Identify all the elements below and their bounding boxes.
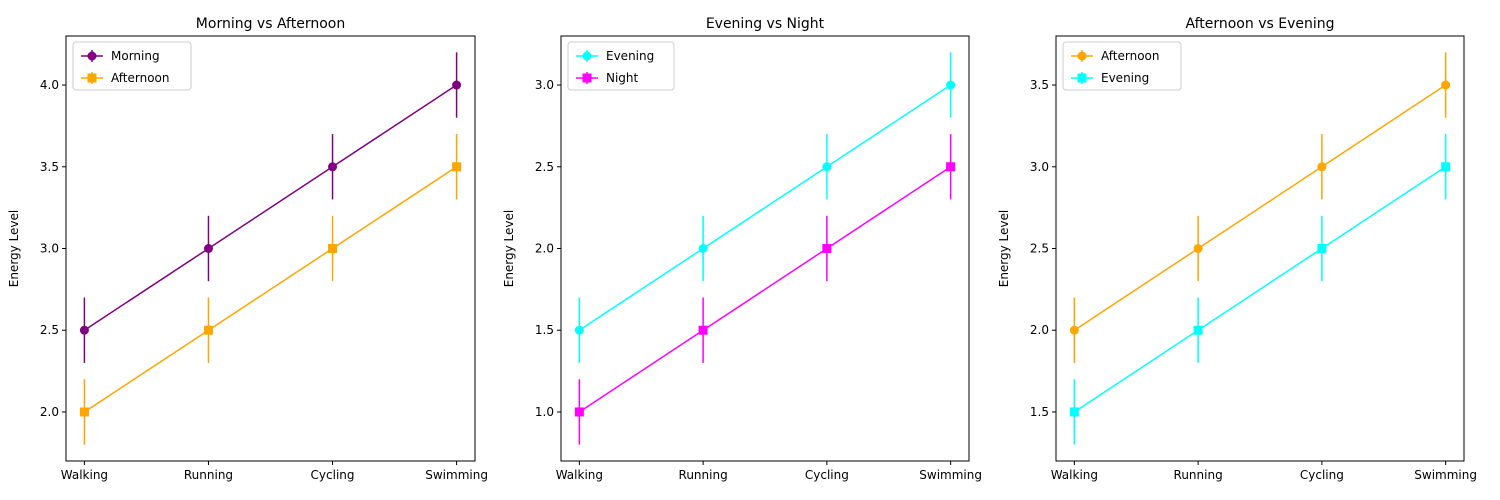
legend-label: Afternoon (111, 71, 170, 85)
x-tick-label: Swimming (425, 468, 488, 482)
data-point (452, 162, 462, 172)
series-evening (1069, 134, 1451, 445)
chart-title: Morning vs Afternoon (196, 16, 345, 32)
legend-label: Evening (606, 49, 654, 63)
legend: Evening Night (567, 41, 675, 91)
data-point (79, 407, 89, 417)
y-tick-label: 2.5 (40, 323, 59, 337)
y-tick-label: 2.0 (1030, 323, 1049, 337)
data-point (698, 244, 708, 253)
y-tick-label: 3.5 (1030, 78, 1049, 92)
data-point (946, 80, 956, 90)
y-axis-label: Energy Level (997, 210, 1011, 288)
y-tick-label: 3.0 (1030, 160, 1049, 174)
data-point (822, 244, 832, 253)
series-line (578, 166, 952, 413)
legend-label: Evening (1101, 71, 1149, 85)
y-tick-label: 2.5 (535, 160, 554, 174)
chart-title: Evening vs Night (706, 16, 825, 32)
series-line (83, 84, 458, 331)
axes-frame (65, 35, 476, 462)
x-tick-label: Running (1174, 468, 1223, 482)
data-point (822, 162, 832, 172)
legend-marker (1077, 51, 1087, 61)
legend-marker (1077, 73, 1087, 83)
y-tick-label: 1.5 (535, 323, 554, 337)
data-point (203, 244, 213, 253)
data-point (1193, 244, 1203, 253)
chart-panel-1: Morning vs Afternoon Energy Level 2.0 2.5 3.… (7, 16, 488, 482)
legend-marker (87, 51, 97, 61)
x-tick-label: Walking (1051, 468, 1098, 482)
x-tick-label: Cycling (311, 468, 355, 482)
legend: Afternoon Evening (1062, 41, 1182, 91)
series-line (83, 166, 458, 413)
y-tick-label: 1.5 (1030, 405, 1049, 419)
y-tick-label: 1.0 (535, 405, 554, 419)
x-tick-label: Walking (61, 468, 108, 482)
data-point (698, 325, 708, 335)
y-tick-label: 3.5 (40, 160, 59, 174)
series-line (578, 84, 952, 331)
y-tick-label: 2.5 (1030, 242, 1049, 256)
x-tick-label: Cycling (1300, 468, 1344, 482)
data-point (452, 80, 462, 90)
chart-panel-2: Evening vs Night Energy Level 1.0 1.5 2.0 2.5… (502, 16, 982, 482)
series-morning (79, 52, 462, 363)
legend-marker (87, 73, 97, 83)
x-tick-label: Running (679, 468, 728, 482)
series-line (1073, 166, 1447, 413)
x-tick-label: Cycling (805, 468, 849, 482)
data-point (574, 325, 584, 335)
data-point (946, 162, 956, 172)
axes-frame (1055, 35, 1465, 462)
data-point (203, 325, 213, 335)
data-point (1069, 325, 1079, 335)
chart-title: Afternoon vs Evening (1186, 16, 1335, 32)
chart-panel-3: Afternoon vs Evening Energy Level 1.5 2.0 2.… (997, 16, 1477, 482)
data-point (1193, 325, 1203, 335)
legend-label: Afternoon (1101, 49, 1160, 63)
legend-label: Night (606, 71, 639, 85)
legend-marker (582, 73, 592, 83)
series-afternoon (1069, 52, 1451, 363)
data-point (328, 162, 338, 172)
y-tick-label: 3.0 (535, 78, 554, 92)
data-point (1069, 407, 1079, 417)
axes-frame (560, 35, 970, 462)
y-tick-label: 3.0 (40, 242, 59, 256)
x-tick-label: Walking (556, 468, 603, 482)
legend: Morning Afternoon (72, 41, 192, 91)
y-axis-label: Energy Level (7, 210, 21, 288)
data-point (328, 244, 338, 253)
y-tick-label: 2.0 (535, 242, 554, 256)
series-evening (574, 52, 956, 363)
legend-marker (582, 51, 592, 61)
x-tick-label: Swimming (919, 468, 982, 482)
data-point (1441, 162, 1451, 172)
series-afternoon (79, 134, 462, 445)
y-axis-label: Energy Level (502, 210, 516, 288)
x-tick-label: Running (184, 468, 233, 482)
x-tick-label: Swimming (1414, 468, 1477, 482)
data-point (574, 407, 584, 417)
series-night (574, 134, 956, 445)
legend-label: Morning (111, 49, 160, 63)
y-tick-label: 2.0 (40, 405, 59, 419)
data-point (79, 325, 89, 335)
y-tick-label: 4.0 (40, 78, 59, 92)
data-point (1317, 162, 1327, 172)
data-point (1441, 80, 1451, 90)
data-point (1317, 244, 1327, 253)
series-line (1073, 84, 1447, 331)
